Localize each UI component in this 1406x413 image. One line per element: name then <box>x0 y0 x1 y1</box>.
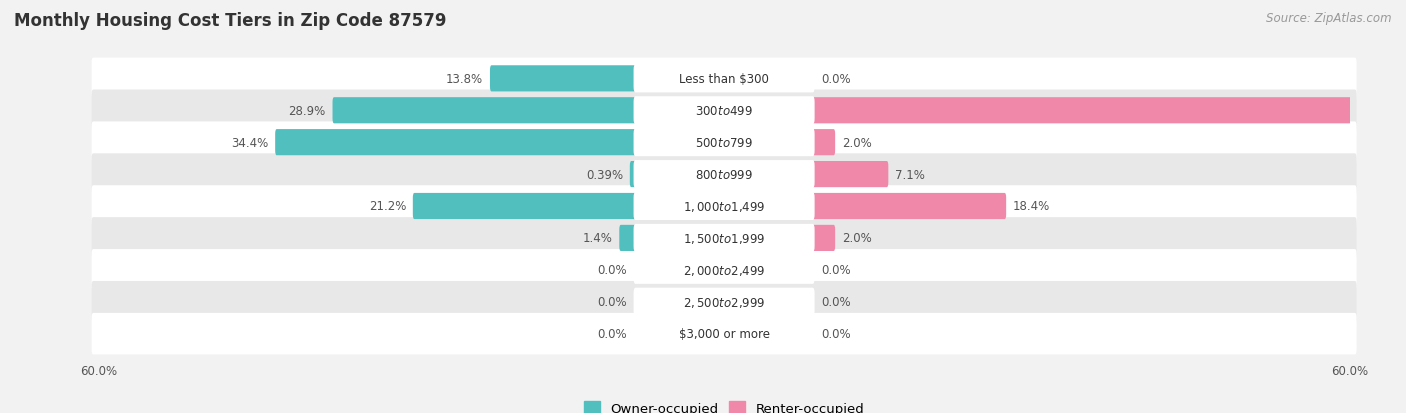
FancyBboxPatch shape <box>811 130 835 156</box>
FancyBboxPatch shape <box>634 192 814 221</box>
FancyBboxPatch shape <box>634 320 814 348</box>
Text: 0.0%: 0.0% <box>598 296 627 309</box>
FancyBboxPatch shape <box>630 161 637 188</box>
Text: $800 to $999: $800 to $999 <box>695 168 754 181</box>
FancyBboxPatch shape <box>91 90 1357 132</box>
Text: 13.8%: 13.8% <box>446 73 484 85</box>
Text: 1.4%: 1.4% <box>582 232 613 245</box>
FancyBboxPatch shape <box>91 122 1357 164</box>
Text: Less than $300: Less than $300 <box>679 73 769 85</box>
FancyBboxPatch shape <box>91 249 1357 291</box>
Text: Source: ZipAtlas.com: Source: ZipAtlas.com <box>1267 12 1392 25</box>
Text: $2,000 to $2,499: $2,000 to $2,499 <box>683 263 765 277</box>
FancyBboxPatch shape <box>333 98 637 124</box>
FancyBboxPatch shape <box>91 218 1357 259</box>
Text: 0.0%: 0.0% <box>821 73 851 85</box>
FancyBboxPatch shape <box>634 288 814 316</box>
FancyBboxPatch shape <box>489 66 637 92</box>
FancyBboxPatch shape <box>413 193 637 220</box>
FancyBboxPatch shape <box>91 59 1357 100</box>
FancyBboxPatch shape <box>811 225 835 252</box>
Text: $2,500 to $2,999: $2,500 to $2,999 <box>683 295 765 309</box>
Text: 2.0%: 2.0% <box>842 232 872 245</box>
Text: $300 to $499: $300 to $499 <box>695 104 754 117</box>
FancyBboxPatch shape <box>811 98 1406 124</box>
Text: 0.0%: 0.0% <box>598 263 627 277</box>
Text: $1,000 to $1,499: $1,000 to $1,499 <box>683 199 765 214</box>
FancyBboxPatch shape <box>811 193 1007 220</box>
Text: 34.4%: 34.4% <box>231 136 269 150</box>
FancyBboxPatch shape <box>276 130 637 156</box>
FancyBboxPatch shape <box>91 186 1357 227</box>
Text: 0.0%: 0.0% <box>821 328 851 340</box>
FancyBboxPatch shape <box>91 281 1357 323</box>
Text: 0.0%: 0.0% <box>598 328 627 340</box>
FancyBboxPatch shape <box>91 313 1357 354</box>
FancyBboxPatch shape <box>634 161 814 189</box>
Text: 0.39%: 0.39% <box>586 168 623 181</box>
Legend: Owner-occupied, Renter-occupied: Owner-occupied, Renter-occupied <box>579 396 869 413</box>
Text: Monthly Housing Cost Tiers in Zip Code 87579: Monthly Housing Cost Tiers in Zip Code 8… <box>14 12 447 30</box>
FancyBboxPatch shape <box>619 225 637 252</box>
Text: $1,500 to $1,999: $1,500 to $1,999 <box>683 231 765 245</box>
FancyBboxPatch shape <box>634 65 814 93</box>
Text: 2.0%: 2.0% <box>842 136 872 150</box>
FancyBboxPatch shape <box>634 129 814 157</box>
Text: 28.9%: 28.9% <box>288 104 326 117</box>
Text: 18.4%: 18.4% <box>1012 200 1050 213</box>
Text: 0.0%: 0.0% <box>821 263 851 277</box>
Text: $500 to $799: $500 to $799 <box>695 136 754 150</box>
FancyBboxPatch shape <box>811 161 889 188</box>
FancyBboxPatch shape <box>91 154 1357 195</box>
Text: 21.2%: 21.2% <box>368 200 406 213</box>
Text: 7.1%: 7.1% <box>896 168 925 181</box>
Text: 0.0%: 0.0% <box>821 296 851 309</box>
FancyBboxPatch shape <box>634 256 814 284</box>
Text: $3,000 or more: $3,000 or more <box>679 328 769 340</box>
FancyBboxPatch shape <box>634 97 814 125</box>
FancyBboxPatch shape <box>634 224 814 252</box>
